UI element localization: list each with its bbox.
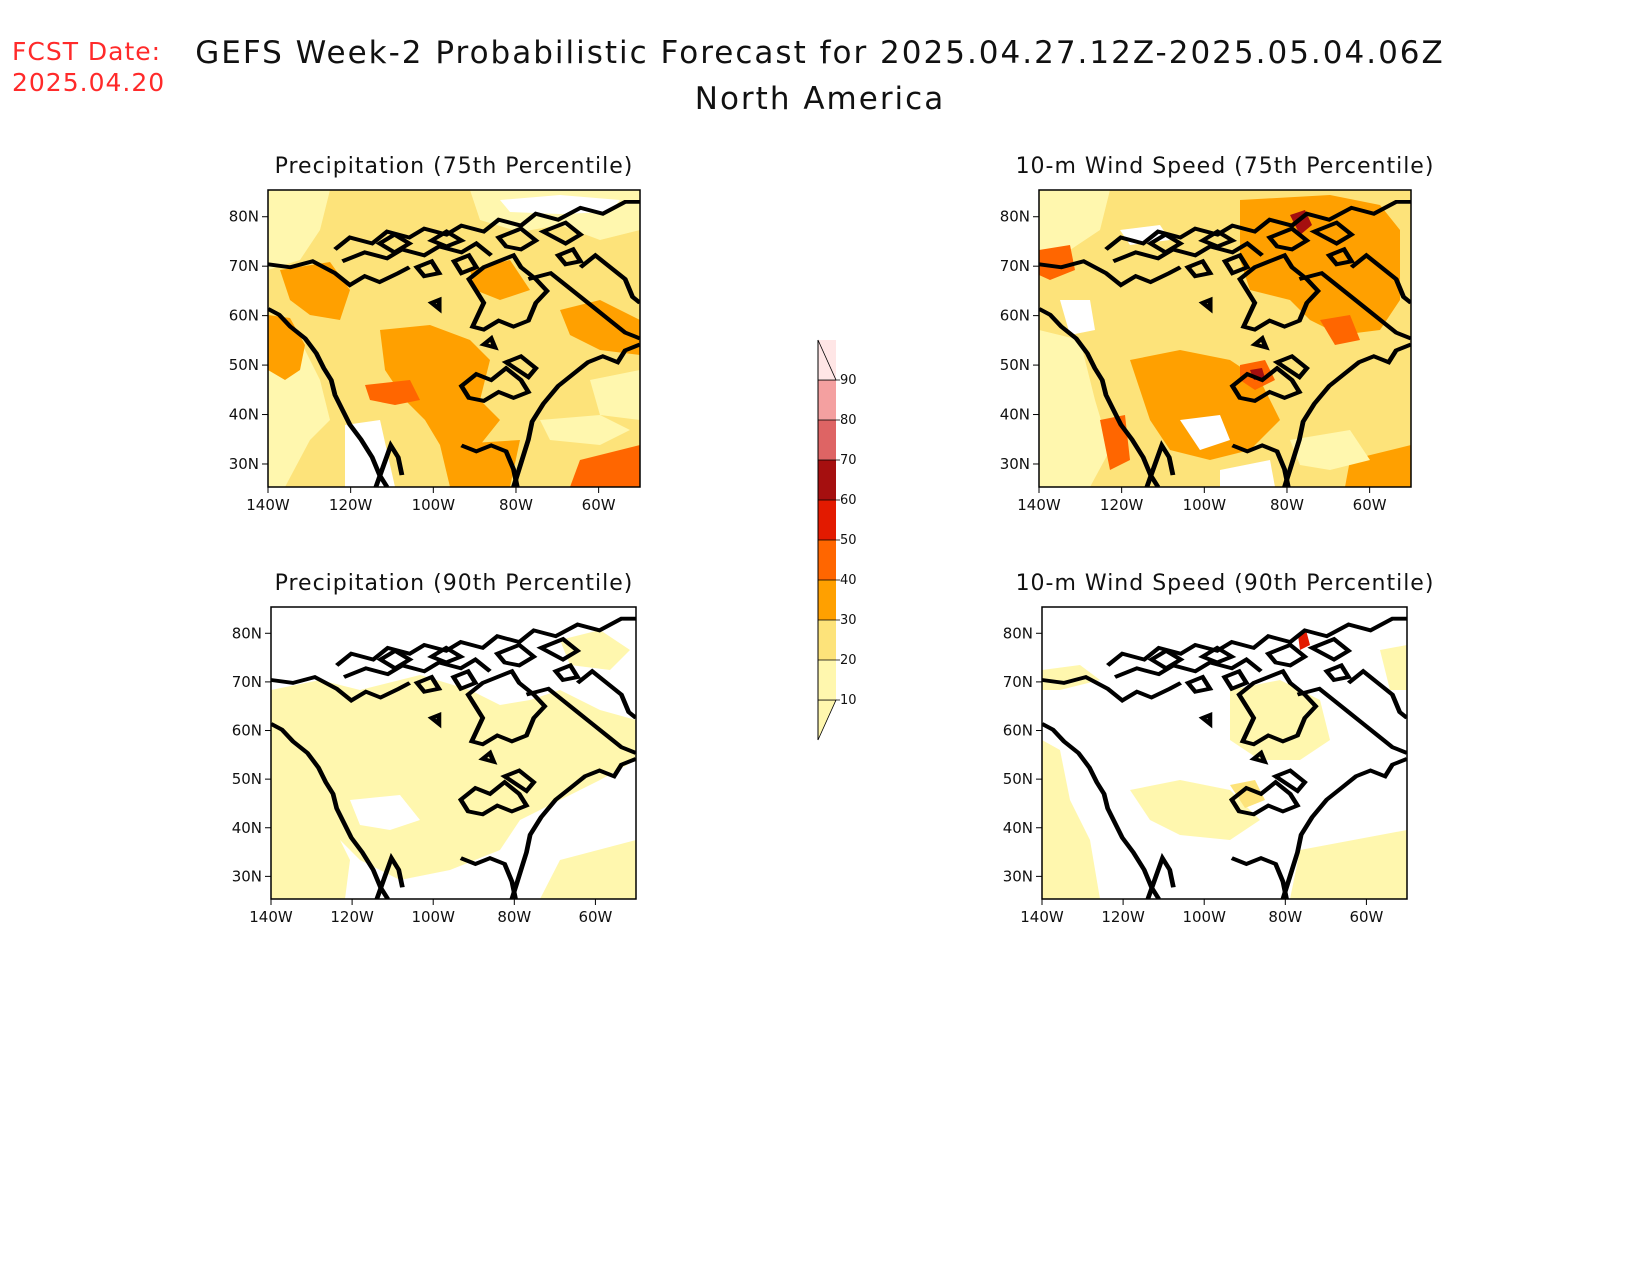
- lat-label-wind-90: 30N: [1003, 867, 1033, 885]
- colorbar-label: 70: [840, 453, 857, 468]
- title-line-1: GEFS Week-2 Probabilistic Forecast for 2…: [195, 35, 1445, 71]
- panel-wind-75: 10-m Wind Speed (75th Percentile): [1016, 154, 1435, 488]
- lon-label-precip-75: 80W: [499, 496, 533, 514]
- lat-label-wind-90: 80N: [1003, 624, 1033, 642]
- lat-label-precip-75: 40N: [229, 406, 259, 424]
- forecast-date-value: 2025.04.20: [12, 68, 166, 97]
- lat-label-precip-75: 60N: [229, 307, 259, 325]
- colorbar-segment: [818, 620, 836, 660]
- lon-label-wind-90: 60W: [1349, 908, 1383, 926]
- lon-label-wind-75: 80W: [1270, 496, 1304, 514]
- lon-label-precip-75: 100W: [412, 496, 456, 514]
- colorbar-bottom-extension: [817, 699, 837, 741]
- colorbar-segment: [818, 380, 836, 420]
- lon-label-precip-90: 100W: [411, 908, 455, 926]
- colorbar-label: 90: [840, 373, 857, 388]
- lat-label-precip-75: 80N: [229, 208, 259, 226]
- lat-label-wind-90: 40N: [1003, 819, 1033, 837]
- colorbar-segment: [818, 460, 836, 500]
- lat-label-wind-75: 70N: [1000, 257, 1030, 275]
- lat-label-precip-90: 40N: [232, 819, 262, 837]
- axes-layer: 80N 70N 60N 50N 40N 30N 140W 120W 100W 80W 60W 80N 7…: [229, 208, 1387, 926]
- title-line-2: North America: [694, 81, 946, 117]
- precip-90-field: [271, 607, 636, 899]
- lat-label-precip-75: 70N: [229, 257, 259, 275]
- panel-title: 10-m Wind Speed (75th Percentile): [1016, 154, 1435, 179]
- lat-label-wind-75: 60N: [1000, 307, 1030, 325]
- figure-title: GEFS Week-2 Probabilistic Forecast for 2…: [150, 30, 1490, 122]
- colorbar-label: 40: [840, 573, 857, 588]
- colorbar-segment: [818, 500, 836, 540]
- panel-title: Precipitation (75th Percentile): [275, 154, 634, 179]
- precip-75-field: [268, 190, 640, 487]
- lon-label-precip-90: 120W: [330, 908, 374, 926]
- panel-title: 10-m Wind Speed (90th Percentile): [1016, 571, 1435, 596]
- panel-precip-90: Precipitation (90th Percentile): [270, 571, 637, 900]
- lon-label-precip-90: 140W: [249, 908, 293, 926]
- lat-label-precip-90: 30N: [232, 867, 262, 885]
- lon-label-wind-90: 80W: [1268, 908, 1302, 926]
- colorbar-label: 20: [840, 653, 857, 668]
- lat-label-wind-75: 30N: [1000, 455, 1030, 473]
- panel-wind-90: 10-m Wind Speed (90th Percentile): [1016, 571, 1435, 900]
- lat-label-wind-90: 60N: [1003, 722, 1033, 740]
- forecast-date-label: FCST Date:: [12, 37, 162, 66]
- panel-title: Precipitation (90th Percentile): [275, 571, 634, 596]
- colorbar-label: 60: [840, 493, 857, 508]
- lon-label-precip-90: 80W: [497, 908, 531, 926]
- colorbar-segment: [818, 660, 836, 700]
- lat-label-wind-90: 70N: [1003, 673, 1033, 691]
- colorbar-label: 10: [840, 693, 857, 708]
- lon-label-wind-90: 120W: [1101, 908, 1145, 926]
- forecast-date: FCST Date: 2025.04.20: [12, 36, 165, 98]
- lat-label-wind-75: 80N: [1000, 208, 1030, 226]
- lon-label-wind-75: 60W: [1353, 496, 1387, 514]
- colorbar-label: 50: [840, 533, 857, 548]
- colorbar-label: 30: [840, 613, 857, 628]
- lon-label-wind-75: 140W: [1017, 496, 1061, 514]
- panel-precip-75: Precipitation (75th Percentile): [267, 154, 641, 488]
- lon-label-wind-75: 100W: [1183, 496, 1227, 514]
- lon-label-precip-90: 60W: [578, 908, 612, 926]
- colorbar-label: 80: [840, 413, 857, 428]
- lat-label-precip-90: 50N: [232, 770, 262, 788]
- wind-75-field: [1039, 190, 1411, 487]
- lon-label-precip-75: 140W: [246, 496, 290, 514]
- lat-label-precip-90: 60N: [232, 722, 262, 740]
- lat-label-precip-90: 80N: [232, 624, 262, 642]
- colorbar: 10 20 30 40 50 60 70 80 90: [817, 339, 857, 741]
- wind-90-field: [1042, 607, 1407, 899]
- lon-label-precip-75: 60W: [582, 496, 616, 514]
- lat-label-precip-90: 70N: [232, 673, 262, 691]
- lon-label-wind-90: 100W: [1182, 908, 1226, 926]
- lon-label-wind-75: 120W: [1100, 496, 1144, 514]
- colorbar-segment: [818, 540, 836, 580]
- lat-label-wind-90: 50N: [1003, 770, 1033, 788]
- lat-label-wind-75: 40N: [1000, 406, 1030, 424]
- lat-label-precip-75: 30N: [229, 455, 259, 473]
- lon-label-wind-90: 140W: [1020, 908, 1064, 926]
- lat-label-precip-75: 50N: [229, 356, 259, 374]
- colorbar-segment: [818, 420, 836, 460]
- colorbar-segment: [818, 580, 836, 620]
- lon-label-precip-75: 120W: [329, 496, 373, 514]
- lat-label-wind-75: 50N: [1000, 356, 1030, 374]
